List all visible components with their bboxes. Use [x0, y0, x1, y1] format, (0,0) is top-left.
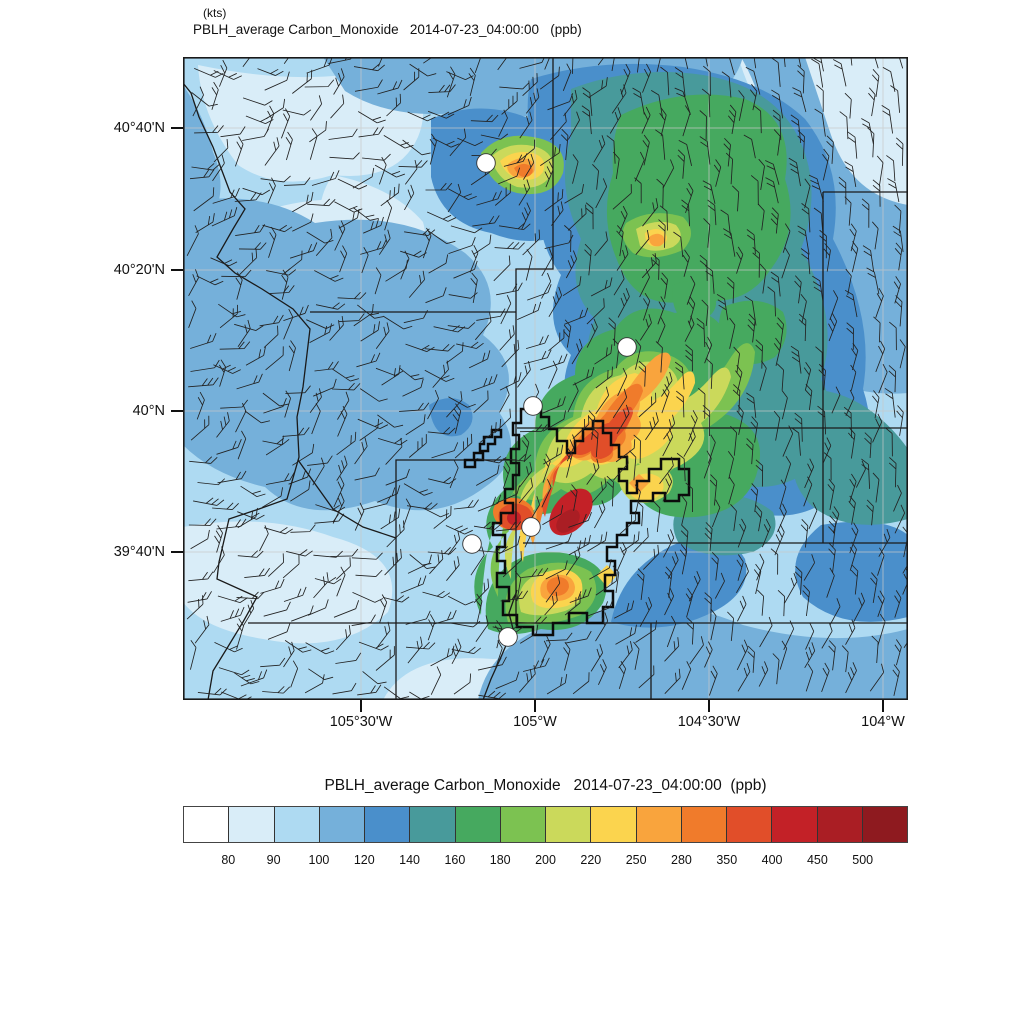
x-axis-tick-label: 105°W	[513, 714, 557, 730]
colorbar-tick-label: 160	[444, 853, 466, 867]
colorbar-box	[499, 807, 545, 842]
colorbar-tick-label: 220	[580, 853, 602, 867]
colorbar-tick-label: 120	[353, 853, 375, 867]
colorbar-box	[545, 807, 591, 842]
x-axis-tick-label: 104°30'W	[677, 714, 741, 730]
y-axis-tick	[171, 269, 183, 271]
y-axis-tick	[171, 127, 183, 129]
x-axis-tick	[534, 700, 536, 712]
site-markers-layer	[462, 153, 637, 647]
x-axis-tick-label: 104°W	[861, 714, 905, 730]
site-marker	[523, 396, 543, 416]
colorbar-tick-label: 350	[716, 853, 738, 867]
colorbar-tick-label: 90	[266, 853, 281, 867]
site-marker	[476, 153, 496, 173]
map-border	[183, 57, 909, 701]
colorbar-box	[184, 807, 229, 842]
colorbar-tick-label: 100	[308, 853, 330, 867]
x-axis-tick	[360, 700, 362, 712]
map-plot	[183, 57, 909, 701]
colorbar-scale	[183, 806, 908, 843]
colorbar-tick-label: 80	[221, 853, 236, 867]
y-axis-tick-label: 40°40'N	[113, 120, 165, 136]
fill-level-450	[556, 509, 580, 533]
colorbar-box	[771, 807, 817, 842]
x-axis-tick	[882, 700, 884, 712]
site-marker	[498, 627, 518, 647]
site-marker	[521, 517, 541, 537]
colorbar-box	[409, 807, 455, 842]
colorbar-box	[816, 807, 862, 842]
colorbar-tick-label: 500	[852, 853, 874, 867]
site-marker	[462, 534, 482, 554]
y-axis-tick-label: 40°20'N	[113, 262, 165, 278]
site-marker	[617, 337, 637, 357]
y-axis-tick	[171, 410, 183, 412]
colorbar-box	[635, 807, 681, 842]
wind-barb-units-label: (kts)	[203, 6, 227, 20]
x-axis-tick	[708, 700, 710, 712]
colorbar-box	[454, 807, 500, 842]
co-concentration-map	[183, 57, 909, 701]
colorbar-box	[364, 807, 410, 842]
colorbar-tick-label: 180	[489, 853, 511, 867]
urban-boundary-outline	[463, 407, 691, 637]
colorbar-tick-label: 250	[625, 853, 647, 867]
colorbar-tick-label: 200	[535, 853, 556, 867]
colorbar-box	[726, 807, 772, 842]
colorbar-box	[861, 807, 907, 842]
y-axis-tick-label: 39°40'N	[113, 544, 165, 560]
y-axis-tick-label: 40°N	[132, 403, 165, 419]
plot-title: PBLH_average Carbon_Monoxide 2014-07-23_…	[193, 22, 582, 37]
colorbar-tick-label: 400	[761, 853, 783, 867]
colorbar-title: PBLH_average Carbon_Monoxide 2014-07-23_…	[324, 777, 767, 794]
wind-barbs-layer	[186, 57, 908, 700]
colorbar-box	[680, 807, 726, 842]
colorbar-tick-label: 140	[399, 853, 420, 867]
y-axis-tick	[171, 551, 183, 553]
x-axis-tick-label: 105°30'W	[329, 714, 393, 730]
colorbar-box	[273, 807, 319, 842]
colorbar-box	[318, 807, 364, 842]
colorbar-labels: 80 90 100 120 140 160 180 200 220 250 280 350 400 450…	[183, 853, 908, 869]
colorbar-tick-label: 450	[806, 853, 828, 867]
colorbar-box	[590, 807, 636, 842]
colorbar-box	[228, 807, 274, 842]
colorbar-tick-label: 280	[671, 853, 692, 867]
